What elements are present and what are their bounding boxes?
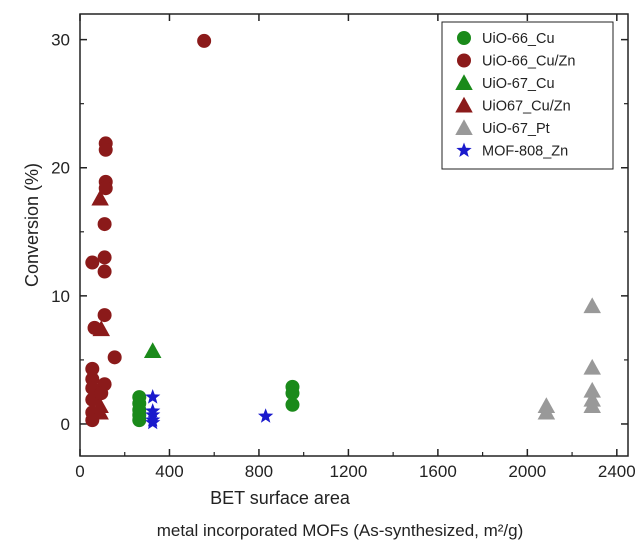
legend-entry: MOF-808_Zn [482, 144, 568, 160]
data-point-series-1 [97, 308, 112, 323]
data-point-series-0 [285, 397, 300, 412]
data-point-series-4 [583, 381, 601, 398]
legend-entry: UiO67_Cu/Zn [482, 99, 571, 115]
data-point-series-3 [91, 189, 109, 206]
data-point-series-1 [98, 181, 113, 196]
data-point-series-3 [91, 403, 109, 420]
data-point-series-1 [97, 264, 112, 279]
y-axis-label: Conversion (%) [22, 163, 42, 287]
legend-marker [455, 96, 473, 113]
legend-entry: UiO-66_Cu/Zn [482, 54, 575, 70]
data-point-series-1 [94, 386, 109, 401]
x-axis-label: BET surface area [210, 488, 351, 508]
y-axis: 0 10 20 30 [51, 31, 628, 434]
data-point-series-1 [97, 250, 112, 265]
x-tick-label: 0 [75, 462, 84, 481]
data-point-series-5 [145, 414, 161, 430]
x-axis-subtitle: metal incorporated MOFs (As-synthesized,… [157, 521, 524, 540]
data-point-series-4 [537, 403, 556, 420]
data-point-series-0 [285, 386, 300, 401]
data-point-series-1 [85, 255, 100, 270]
data-point-series-2 [143, 342, 162, 358]
legend-marker [455, 119, 473, 135]
legend-entry: UiO-67_Cu [482, 76, 555, 92]
data-point-series-1 [197, 33, 212, 48]
legend-entry: UiO-66_Cu [482, 31, 555, 47]
data-point-series-5 [145, 389, 161, 404]
legend-box [441, 21, 614, 170]
legend-marker [456, 142, 472, 158]
x-axis: 0 400 800 1200 1600 2000 2400 [75, 14, 635, 481]
data-point-series-5 [257, 408, 274, 423]
data-points [85, 33, 601, 430]
data-point-series-1 [98, 142, 113, 157]
x-tick-label: 2000 [508, 462, 546, 481]
data-point-series-1 [107, 350, 122, 365]
legend-marker [455, 74, 473, 90]
x-tick-label: 1200 [329, 462, 367, 481]
data-point-series-1 [97, 217, 112, 232]
y-tick-label: 0 [61, 415, 70, 434]
y-tick-label: 20 [51, 159, 70, 178]
data-point-series-4 [583, 358, 601, 375]
legend: UiO-66_Cu UiO-66_Cu/Zn UiO-67_Cu UiO67_Cu/Z… [441, 21, 614, 170]
x-tick-label: 2400 [598, 462, 635, 481]
legend-marker [457, 53, 471, 68]
data-point-series-4 [583, 397, 601, 414]
legend-entry: UiO-67_Pt [482, 121, 550, 137]
y-tick-label: 10 [51, 287, 70, 306]
plot-border [79, 13, 629, 457]
data-point-series-0 [132, 413, 147, 428]
plot-area [79, 13, 629, 457]
x-tick-label: 800 [245, 462, 273, 481]
y-tick-label: 30 [51, 31, 70, 50]
legend-marker [457, 31, 471, 45]
data-point-series-4 [583, 297, 601, 314]
x-tick-label: 400 [155, 462, 183, 481]
x-tick-label: 1600 [419, 462, 457, 481]
data-point-series-3 [92, 320, 110, 337]
data-point-series-1 [85, 361, 100, 376]
